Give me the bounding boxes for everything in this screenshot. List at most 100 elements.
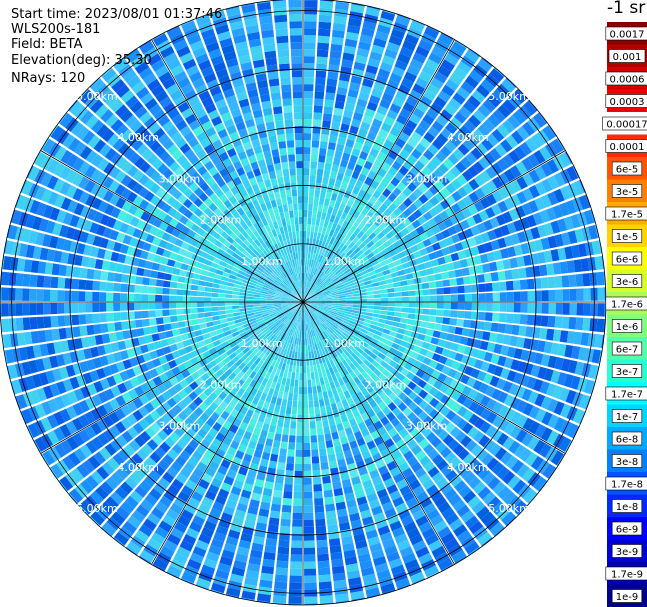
gate-cell bbox=[70, 121, 84, 136]
gate-cell bbox=[267, 264, 274, 272]
gate-cell bbox=[437, 256, 446, 265]
gate-cell bbox=[351, 201, 360, 210]
gate-cell bbox=[229, 573, 244, 584]
gate-cell bbox=[193, 197, 203, 208]
gate-cell bbox=[89, 99, 104, 114]
gate-cell bbox=[284, 477, 294, 485]
gate-cell bbox=[409, 229, 419, 238]
gate-cell bbox=[292, 329, 296, 337]
gate-cell bbox=[109, 363, 119, 375]
gate-cell bbox=[334, 179, 342, 188]
gate-cell bbox=[264, 363, 271, 372]
gate-cell bbox=[323, 276, 330, 283]
gate-cell bbox=[175, 221, 185, 231]
gate-cell bbox=[389, 235, 398, 244]
gate-cell bbox=[330, 192, 338, 201]
gate-cell bbox=[316, 246, 321, 255]
gate-cell bbox=[144, 98, 158, 111]
gate-cell bbox=[306, 337, 310, 345]
gate-cell bbox=[399, 485, 412, 496]
gate-cell bbox=[328, 326, 335, 333]
ray-101 bbox=[49, 124, 303, 302]
gate-cell bbox=[136, 219, 146, 230]
gate-cell bbox=[412, 509, 426, 521]
gate-cell bbox=[151, 59, 166, 72]
gate-cell bbox=[122, 359, 132, 370]
gate-cell bbox=[185, 165, 197, 176]
gate-cell bbox=[416, 491, 429, 503]
gate-cell bbox=[225, 286, 234, 291]
gate-cell bbox=[349, 225, 357, 233]
gate-cell bbox=[511, 459, 524, 474]
gate-cell bbox=[69, 376, 80, 390]
gate-cell bbox=[36, 275, 45, 288]
gate-cell bbox=[204, 450, 215, 461]
gate-cell bbox=[34, 152, 48, 168]
ray-97 bbox=[20, 179, 302, 302]
gate-cell bbox=[327, 375, 334, 383]
gate-cell bbox=[139, 40, 151, 49]
gate-cell bbox=[204, 160, 215, 171]
gate-cell bbox=[237, 443, 247, 453]
gate-cell bbox=[303, 147, 311, 155]
gate-cell bbox=[339, 302, 347, 305]
gate-cell bbox=[360, 362, 368, 371]
gate-cell bbox=[391, 450, 402, 461]
gate-cell bbox=[365, 210, 374, 220]
gate-cell bbox=[492, 415, 504, 428]
gate-cell bbox=[91, 154, 104, 168]
gate-cell bbox=[448, 493, 462, 506]
gate-cell bbox=[380, 416, 390, 426]
gate-cell bbox=[169, 281, 178, 289]
gate-cell bbox=[371, 236, 380, 244]
gate-cell bbox=[232, 516, 244, 526]
gate-cell bbox=[377, 244, 386, 252]
gate-cell bbox=[338, 305, 346, 309]
gate-cell bbox=[365, 64, 379, 75]
gate-cell bbox=[303, 294, 306, 301]
gate-cell bbox=[208, 330, 217, 338]
gate-cell bbox=[272, 270, 279, 277]
gate-cell bbox=[200, 222, 210, 232]
gate-cell bbox=[190, 171, 201, 182]
gate-cell bbox=[444, 103, 457, 116]
gate-cell bbox=[396, 222, 406, 232]
gate-cell bbox=[219, 426, 229, 436]
gate-cell bbox=[204, 286, 212, 292]
gate-cell bbox=[144, 191, 155, 202]
gate-cell bbox=[219, 314, 227, 320]
gate-cell bbox=[267, 431, 275, 440]
gate-cell bbox=[354, 489, 366, 499]
gate-cell bbox=[324, 294, 332, 298]
gate-cell bbox=[345, 456, 355, 465]
gate-cell bbox=[316, 232, 322, 240]
gate-cell bbox=[190, 302, 198, 308]
gate-cell bbox=[346, 324, 354, 331]
gate-cell bbox=[361, 182, 370, 192]
gate-cell bbox=[391, 143, 402, 154]
gate-cell bbox=[353, 227, 361, 236]
gate-cell bbox=[378, 222, 387, 231]
gate-cell bbox=[303, 98, 313, 106]
gate-cell bbox=[360, 473, 371, 483]
gate-cell bbox=[259, 302, 267, 305]
gate-cell bbox=[115, 263, 124, 273]
gate-cell bbox=[214, 406, 224, 416]
ray-66 bbox=[195, 303, 303, 590]
gate-cell bbox=[261, 325, 268, 332]
gate-cell bbox=[520, 302, 528, 313]
gate-cell bbox=[113, 292, 121, 302]
gate-cell bbox=[236, 182, 245, 192]
gate-cell bbox=[365, 384, 374, 394]
gate-cell bbox=[428, 343, 437, 352]
gate-cell bbox=[333, 278, 341, 284]
gate-cell bbox=[558, 436, 572, 452]
gate-cell bbox=[389, 330, 398, 338]
gate-cell bbox=[272, 327, 279, 334]
gate-cell bbox=[50, 315, 59, 328]
gate-cell bbox=[142, 277, 150, 286]
gate-cell bbox=[71, 302, 79, 314]
gate-cell bbox=[282, 308, 290, 312]
gate-cell bbox=[418, 119, 431, 131]
gate-cell bbox=[5, 240, 15, 255]
